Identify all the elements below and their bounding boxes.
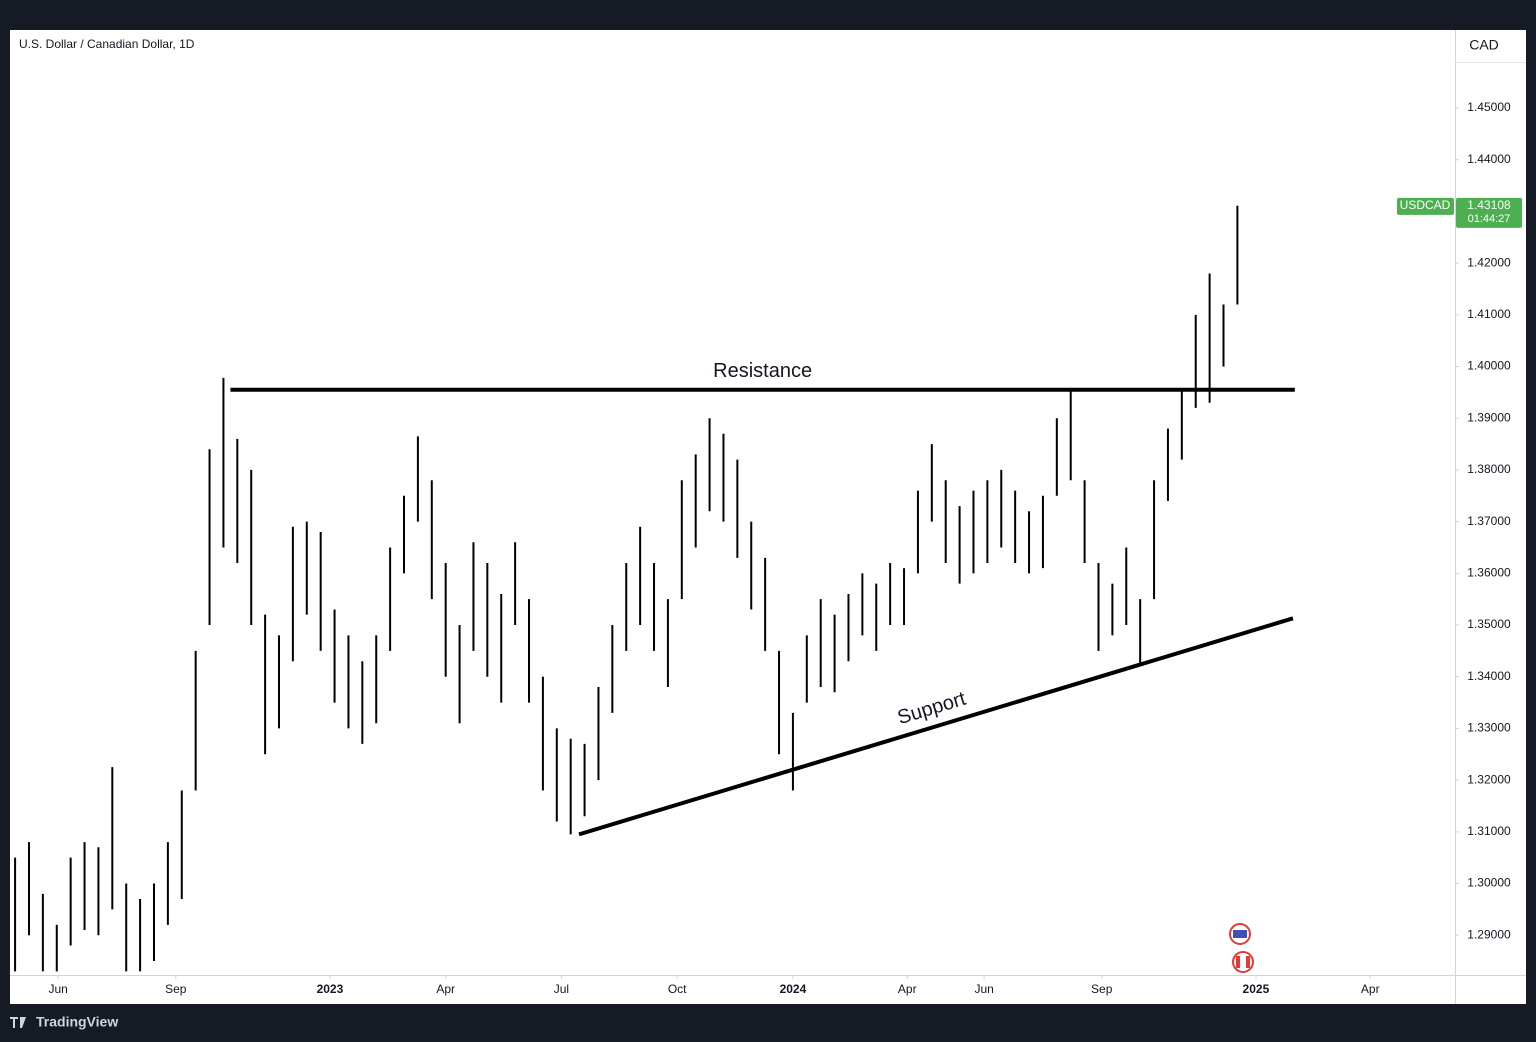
chart-panel: [10, 30, 1526, 1004]
currency-label[interactable]: CAD: [1469, 37, 1499, 53]
x-tick-label: Apr: [898, 982, 917, 996]
trend-line: [578, 616, 1294, 837]
price-bars: [14, 205, 1239, 972]
last-price-tag: [1456, 197, 1522, 228]
x-tick-label: Jun: [974, 982, 993, 996]
y-tick-label: 1.30000: [1467, 876, 1511, 890]
symbol-tag-label: USDCAD: [1400, 198, 1451, 212]
x-tick-label: Apr: [436, 982, 455, 996]
y-tick-label: 1.38000: [1467, 462, 1511, 476]
y-tick-label: 1.42000: [1467, 255, 1511, 269]
symbol-tag: [1397, 197, 1454, 215]
countdown-label: 01:44:27: [1468, 213, 1511, 225]
y-tick-label: 1.37000: [1467, 514, 1511, 528]
x-tick-label: Sep: [165, 982, 187, 996]
y-tick-label: 1.45000: [1467, 100, 1511, 114]
y-tick-label: 1.35000: [1467, 617, 1511, 631]
chart-title: U.S. Dollar / Canadian Dollar, 1D: [19, 37, 195, 51]
x-tick-label: Oct: [668, 982, 687, 996]
x-tick-label: 2025: [1243, 982, 1270, 996]
x-tick-label: Apr: [1361, 982, 1380, 996]
x-tick-label: Jul: [554, 982, 569, 996]
x-tick-label: 2024: [780, 982, 807, 996]
last-price-label: 1.43108: [1467, 198, 1511, 212]
x-tick-label: 2023: [317, 982, 344, 996]
trend-line-label: Resistance: [713, 360, 812, 382]
y-tick-label: 1.33000: [1467, 721, 1511, 735]
brand: TradingView: [10, 1014, 118, 1030]
y-tick-label: 1.39000: [1467, 410, 1511, 424]
y-tick-label: 1.41000: [1467, 307, 1511, 321]
brand-name: TradingView: [36, 1014, 118, 1030]
y-tick-label: 1.32000: [1467, 772, 1511, 786]
x-tick-label: Sep: [1091, 982, 1113, 996]
y-tick-label: 1.34000: [1467, 669, 1511, 683]
y-tick-label: 1.44000: [1467, 152, 1511, 166]
y-tick-label: 1.36000: [1467, 565, 1511, 579]
y-tick-label: 1.29000: [1467, 927, 1511, 941]
x-tick-label: Jun: [48, 982, 67, 996]
flag-icons: [1229, 923, 1254, 973]
y-tick-label: 1.40000: [1467, 359, 1511, 373]
y-tick-label: 1.31000: [1467, 824, 1511, 838]
